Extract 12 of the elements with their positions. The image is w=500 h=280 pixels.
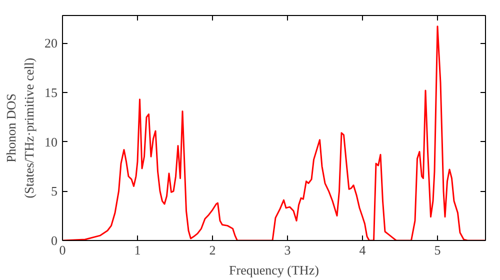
x-tick-label: 2 [209,242,216,258]
x-tick-label: 5 [434,242,441,258]
x-tick-label: 4 [359,242,366,258]
x-axis-title: Frequency (THz) [229,262,319,278]
y-tick-label: 10 [44,134,58,150]
y-tick-label: 15 [44,84,58,100]
y-tick-label: 0 [51,233,58,248]
y-tick-label: 5 [51,184,58,199]
y-axis-title: Phonon DOS (States/THz·primitive cell) [4,58,36,198]
x-tick-label: 3 [284,242,291,258]
y-tick-label: 20 [44,36,58,51]
x-tick-label: 1 [134,242,141,258]
